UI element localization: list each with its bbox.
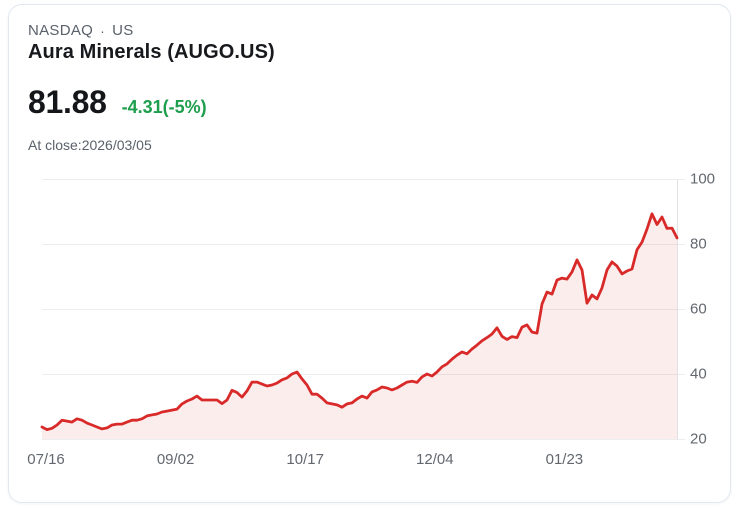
- region-label: US: [112, 22, 134, 39]
- x-axis-label: 07/16: [27, 451, 65, 468]
- separator-dot-icon: ·: [100, 22, 106, 39]
- y-axis-label: 80: [690, 235, 707, 253]
- x-axis-label: 01/23: [545, 451, 584, 468]
- y-axis-label: 100: [690, 170, 716, 188]
- stock-quote-card: NASDAQ · US Aura Minerals (AUGO.US) 81.8…: [8, 4, 731, 503]
- y-axis-label: 20: [690, 430, 707, 448]
- price-row: 81.88 -4.31(-5%): [28, 84, 207, 121]
- price-change: -4.31(-5%): [121, 97, 207, 117]
- exchange-label: NASDAQ: [28, 22, 94, 39]
- x-axis-label: 12/04: [416, 451, 454, 468]
- x-axis-label: 09/02: [156, 451, 195, 468]
- last-price: 81.88: [28, 84, 107, 120]
- y-axis-label: 60: [690, 300, 707, 318]
- y-axis-label: 40: [690, 365, 707, 383]
- as-of-date: At close:2026/03/05: [28, 137, 152, 153]
- x-axis-label: 10/17: [286, 451, 324, 468]
- price-chart[interactable]: 100 80 60 40 20 07/16 09/02 10/17 12/04 01/23: [27, 171, 732, 479]
- stock-title: Aura Minerals (AUGO.US): [28, 41, 275, 63]
- chart-canvas[interactable]: [40, 179, 686, 440]
- exchange-row: NASDAQ · US: [28, 22, 134, 39]
